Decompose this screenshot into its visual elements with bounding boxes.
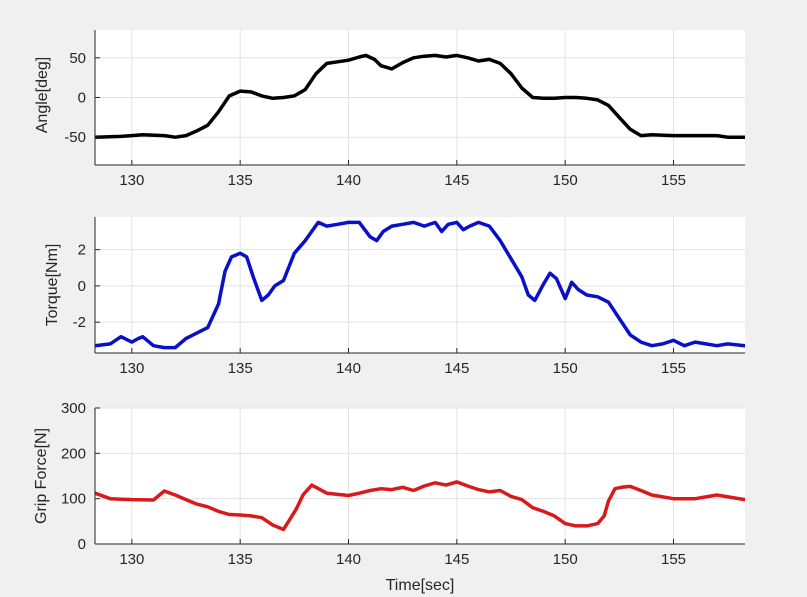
torque-x-tick-label: 150 <box>553 360 578 377</box>
angle-y-tick-label: 0 <box>78 90 86 107</box>
grip-force-x-tick-label: 140 <box>336 551 361 568</box>
grip-force-x-tick-label: 130 <box>119 551 144 568</box>
torque-series-line <box>95 220 745 350</box>
torque-y-tick-label: 2 <box>78 242 86 259</box>
grip-force-x-tick-label: 145 <box>444 551 469 568</box>
torque-y-tick-label: 0 <box>78 278 86 295</box>
angle-x-tick-label: 145 <box>444 172 469 189</box>
grip-force-x-tick-label: 135 <box>228 551 253 568</box>
angle-series-line <box>95 53 745 139</box>
torque-x-tick-label: 155 <box>661 360 686 377</box>
grip-force-y-tick-label: 200 <box>61 445 86 462</box>
angle-x-tick-label: 150 <box>553 172 578 189</box>
torque-x-tick-label: 135 <box>228 360 253 377</box>
torque-plot-area <box>95 217 745 353</box>
grip-force-y-tick-label: 300 <box>61 400 86 417</box>
angle-ylabel: Angle[deg] <box>34 57 51 134</box>
angle-x-tick-label: 155 <box>661 172 686 189</box>
angle-x-tick-label: 130 <box>119 172 144 189</box>
grip-force-y-tick-label: 0 <box>78 536 86 553</box>
angle-x-tick-label: 140 <box>336 172 361 189</box>
angle-panel: Angle[deg] 130 135 140 145 150 155 -50 0 50 <box>34 30 745 189</box>
angle-y-tick-label: -50 <box>64 129 86 146</box>
torque-y-tick-label: -2 <box>73 314 86 331</box>
angle-x-tick-label: 135 <box>228 172 253 189</box>
grip-force-x-tick-label: 155 <box>661 551 686 568</box>
time-xlabel: Time[sec] <box>386 577 455 594</box>
torque-panel: Torque[Nm] 130 135 140 145 150 155 -2 0 2 <box>44 217 745 377</box>
grip-force-x-tick-label: 150 <box>553 551 578 568</box>
torque-x-tick-label: 140 <box>336 360 361 377</box>
grip-force-y-tick-label: 100 <box>61 491 86 508</box>
angle-y-tick-label: 50 <box>69 50 86 67</box>
torque-x-tick-label: 145 <box>444 360 469 377</box>
grip-force-series-line <box>95 480 745 532</box>
grip-force-panel: Grip Force[N] Time[sec] 130 135 140 145 150 1… <box>33 400 745 594</box>
grip-force-plot-area <box>95 408 745 544</box>
torque-ylabel: Torque[Nm] <box>44 244 61 327</box>
grip-force-ylabel: Grip Force[N] <box>33 428 50 524</box>
torque-x-tick-label: 130 <box>119 360 144 377</box>
